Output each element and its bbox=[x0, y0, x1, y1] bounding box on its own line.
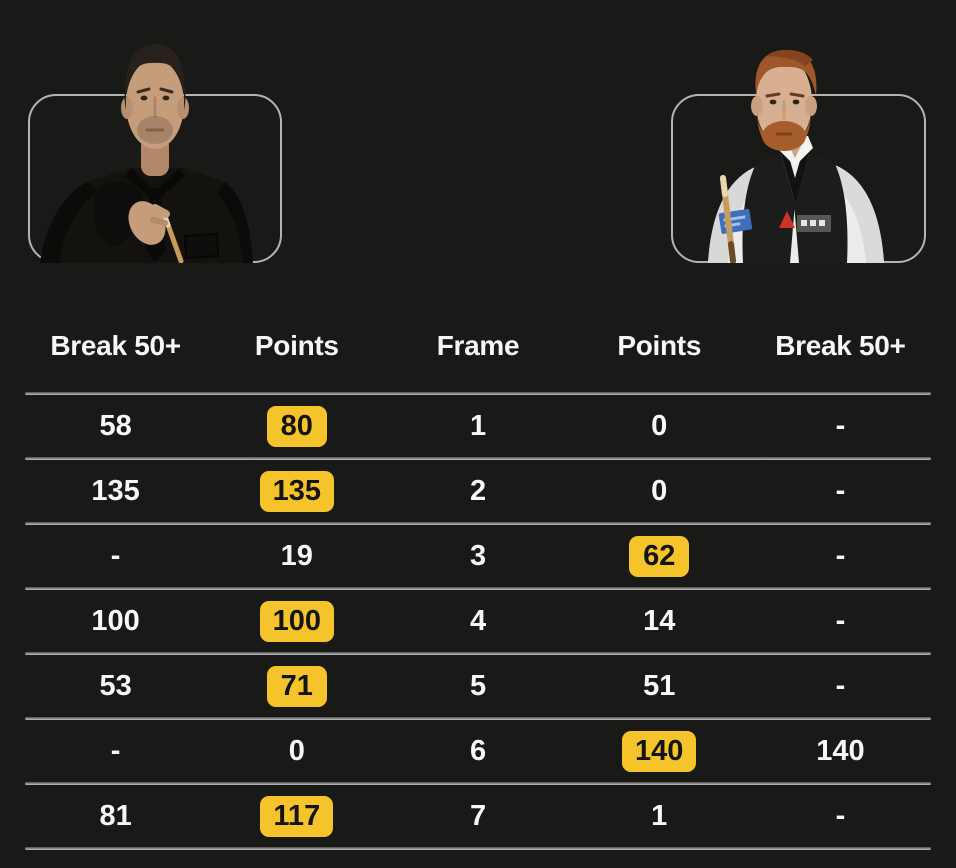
table-cell: 100 bbox=[91, 604, 140, 637]
table-cell: 0 bbox=[651, 474, 668, 507]
column-header-frame: Frame bbox=[436, 330, 520, 361]
table-cell: 4 bbox=[469, 604, 487, 637]
column-header-points-left: Points bbox=[254, 330, 339, 361]
table-cell: 1 bbox=[469, 409, 487, 442]
table-row: 53 71 5 51 - bbox=[25, 655, 931, 717]
table-cell: 1 bbox=[651, 799, 668, 832]
table-cell: 0 bbox=[288, 734, 305, 767]
frame-winner-badge: 100 bbox=[259, 600, 334, 642]
row-divider bbox=[25, 457, 931, 460]
table-cell: - bbox=[835, 539, 846, 572]
sponsor-banner bbox=[779, 211, 831, 232]
table-cell: 80 bbox=[206, 405, 387, 447]
table-cell: 6 bbox=[469, 734, 487, 767]
table-row: 135 135 2 0 - bbox=[25, 460, 931, 522]
column-header-break50-right: Break 50+ bbox=[775, 330, 906, 361]
table-cell: - bbox=[835, 409, 846, 442]
table-cell: - bbox=[110, 734, 121, 767]
table-cell: - bbox=[835, 669, 846, 702]
frame-winner-badge: 140 bbox=[622, 730, 697, 772]
table-cell: 140 bbox=[569, 730, 750, 772]
frame-winner-badge: 117 bbox=[260, 795, 334, 837]
table-cell: - bbox=[835, 799, 846, 832]
table-cell: 5 bbox=[469, 669, 487, 702]
frame-winner-badge: 80 bbox=[266, 405, 327, 447]
table-header-row: Break 50+ Points Frame Points Break 50+ bbox=[25, 300, 931, 392]
row-divider bbox=[25, 847, 931, 850]
table-cell: 19 bbox=[280, 539, 313, 572]
row-divider bbox=[25, 522, 931, 525]
table-cell: - bbox=[110, 539, 121, 572]
frame-winner-badge: 62 bbox=[629, 535, 690, 577]
table-cell: 51 bbox=[643, 669, 676, 702]
table-cell: 81 bbox=[99, 799, 132, 832]
table-cell: 7 bbox=[469, 799, 487, 832]
table-cell: 14 bbox=[643, 604, 676, 637]
table-row: 58 80 1 0 - bbox=[25, 395, 931, 457]
players-section bbox=[0, 0, 956, 300]
column-header-break50-left: Break 50+ bbox=[50, 330, 181, 361]
header-divider bbox=[25, 392, 931, 395]
table-cell: 135 bbox=[91, 474, 140, 507]
player-right-photo bbox=[708, 49, 884, 263]
player-left-photo bbox=[40, 44, 253, 263]
table-cell: 117 bbox=[206, 795, 387, 837]
waistcoat bbox=[742, 153, 795, 263]
table-row: 100 100 4 14 - bbox=[25, 590, 931, 652]
table-cell: 2 bbox=[469, 474, 487, 507]
table-cell: 71 bbox=[206, 665, 387, 707]
hair bbox=[125, 44, 185, 94]
table-cell: 135 bbox=[206, 470, 387, 512]
frame-score-table: Break 50+ Points Frame Points Break 50+ … bbox=[25, 300, 931, 850]
frame-winner-badge: 135 bbox=[259, 470, 334, 512]
table-cell: 100 bbox=[206, 600, 387, 642]
row-divider bbox=[25, 782, 931, 785]
table-cell: 0 bbox=[651, 409, 668, 442]
row-divider bbox=[25, 587, 931, 590]
table-row: - 19 3 62 - bbox=[25, 525, 931, 587]
table-cell: 62 bbox=[569, 535, 750, 577]
table-body: 58 80 1 0-135 135 2 0- -19 3 62-100 100 4 14-53 71 5 51… bbox=[25, 395, 931, 850]
row-divider bbox=[25, 652, 931, 655]
table-cell: 58 bbox=[99, 409, 132, 442]
table-cell: - bbox=[835, 604, 846, 637]
table-cell: 53 bbox=[99, 669, 132, 702]
frame-winner-badge: 71 bbox=[266, 665, 327, 707]
table-cell: 3 bbox=[469, 539, 487, 572]
row-divider bbox=[25, 717, 931, 720]
table-row: 81 117 7 1 - bbox=[25, 785, 931, 847]
table-cell: - bbox=[835, 474, 846, 507]
column-header-points-right: Points bbox=[617, 330, 702, 361]
table-cell: 140 bbox=[816, 734, 865, 767]
table-row: - 0 6 140 140 bbox=[25, 720, 931, 782]
